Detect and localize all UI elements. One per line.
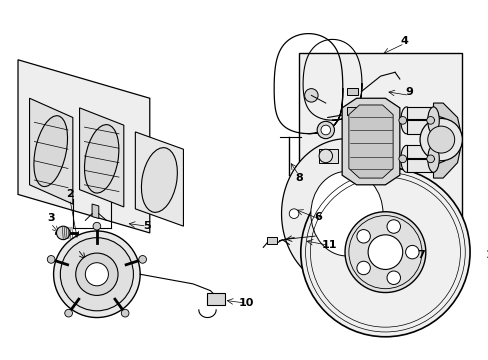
Text: 2: 2 — [66, 189, 74, 199]
Text: 11: 11 — [321, 240, 337, 251]
Ellipse shape — [141, 148, 177, 212]
Polygon shape — [18, 60, 149, 233]
Circle shape — [300, 167, 469, 337]
Circle shape — [356, 230, 369, 243]
Circle shape — [405, 246, 418, 259]
Polygon shape — [348, 105, 392, 178]
Polygon shape — [29, 98, 73, 204]
Text: 7: 7 — [416, 250, 424, 260]
Ellipse shape — [310, 171, 382, 256]
Bar — [266, 237, 276, 244]
Polygon shape — [80, 108, 123, 207]
Circle shape — [427, 126, 454, 153]
Ellipse shape — [427, 107, 438, 134]
Circle shape — [317, 121, 334, 139]
Text: 10: 10 — [238, 298, 253, 308]
Bar — [406, 107, 433, 134]
Circle shape — [368, 263, 377, 273]
Bar — [318, 149, 338, 163]
Ellipse shape — [318, 149, 332, 163]
Circle shape — [345, 212, 425, 293]
Bar — [298, 53, 462, 226]
Text: 8: 8 — [294, 173, 302, 183]
Polygon shape — [281, 139, 403, 289]
Text: 1: 1 — [485, 250, 488, 260]
Ellipse shape — [400, 107, 411, 134]
Polygon shape — [342, 98, 399, 185]
Text: 3: 3 — [47, 213, 54, 224]
Circle shape — [121, 309, 129, 317]
Circle shape — [398, 117, 406, 124]
Bar — [346, 88, 358, 95]
Circle shape — [320, 125, 330, 135]
Circle shape — [54, 231, 140, 318]
Text: 5: 5 — [143, 221, 150, 231]
Circle shape — [288, 209, 298, 219]
Circle shape — [93, 222, 101, 230]
Ellipse shape — [427, 145, 438, 172]
Circle shape — [47, 256, 55, 263]
Circle shape — [348, 216, 421, 289]
Circle shape — [367, 235, 402, 269]
Ellipse shape — [84, 125, 119, 193]
Circle shape — [386, 271, 400, 284]
Text: 9: 9 — [405, 86, 412, 96]
Circle shape — [426, 117, 433, 124]
Circle shape — [398, 155, 406, 163]
Circle shape — [139, 256, 146, 263]
Ellipse shape — [34, 116, 67, 186]
Polygon shape — [135, 132, 183, 226]
Circle shape — [368, 155, 377, 164]
Text: 6: 6 — [313, 212, 322, 221]
Bar — [346, 107, 358, 114]
Ellipse shape — [400, 145, 411, 172]
Text: 4: 4 — [400, 36, 408, 45]
Circle shape — [85, 263, 108, 286]
Circle shape — [386, 220, 400, 233]
Circle shape — [60, 238, 133, 311]
Polygon shape — [433, 103, 462, 178]
Bar — [207, 293, 224, 305]
Circle shape — [426, 155, 433, 163]
Polygon shape — [92, 204, 99, 219]
Circle shape — [76, 253, 118, 296]
Circle shape — [64, 309, 72, 317]
Circle shape — [57, 226, 70, 240]
Circle shape — [419, 118, 462, 161]
Circle shape — [356, 261, 369, 275]
Circle shape — [304, 89, 317, 102]
Bar — [406, 145, 433, 172]
